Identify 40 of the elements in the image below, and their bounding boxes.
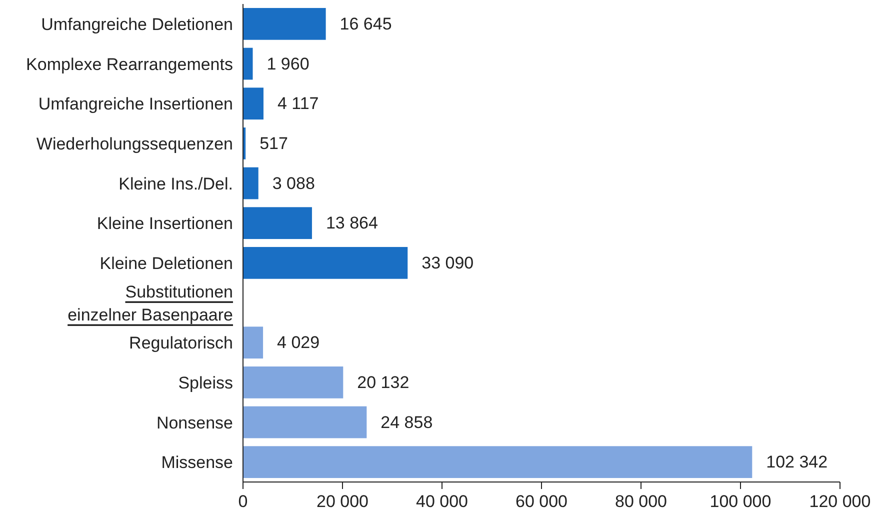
y-tick-label: Nonsense xyxy=(156,412,233,432)
data-label: 24 858 xyxy=(380,412,433,432)
bar xyxy=(243,207,312,240)
data-label: 4 117 xyxy=(277,94,319,114)
x-tick-label: 120 000 xyxy=(809,492,871,511)
bar xyxy=(243,48,253,80)
x-tick-label: 0 xyxy=(238,492,248,511)
data-label: 1 960 xyxy=(266,54,310,74)
y-tick-label: Komplexe Rearrangements xyxy=(26,54,233,74)
data-label: 102 342 xyxy=(766,452,828,472)
y-tick-label: Wiederholungssequenzen xyxy=(36,134,233,153)
bar xyxy=(243,406,367,438)
x-tick-label: 40 000 xyxy=(416,492,468,511)
bar xyxy=(243,246,408,279)
x-tick-label: 100 000 xyxy=(710,492,772,511)
y-tick-label: Spleiss xyxy=(178,372,233,392)
y-tick-label: Regulatorisch xyxy=(129,333,233,352)
bar xyxy=(243,88,264,120)
bar xyxy=(243,446,752,478)
data-label: 16 645 xyxy=(340,14,392,34)
x-tick-label: 60 000 xyxy=(516,492,568,511)
data-label: 4 029 xyxy=(277,333,320,352)
y-tick-label: Missense xyxy=(161,452,233,472)
y-tick-label: Umfangreiche Insertionen xyxy=(38,94,233,114)
bar xyxy=(243,326,264,359)
x-tick-label: 80 000 xyxy=(615,492,667,511)
data-label: 33 090 xyxy=(422,253,474,272)
y-tick-label: Kleine Deletionen xyxy=(100,253,233,272)
y-tick-label: Umfangreiche Deletionen xyxy=(41,14,233,34)
bar xyxy=(243,8,326,40)
data-label: 20 132 xyxy=(357,372,410,392)
data-label: 3 088 xyxy=(272,174,315,193)
bar xyxy=(243,366,344,398)
bar xyxy=(243,167,258,200)
data-label: 517 xyxy=(260,134,288,153)
y-tick-label: Kleine Ins./Del. xyxy=(118,174,233,193)
y-tick-label: Substitutionen einzelner Basenpaare xyxy=(68,282,233,324)
x-tick-label: 20 000 xyxy=(316,492,368,511)
y-tick-label: Kleine Insertionen xyxy=(96,214,233,233)
data-label: 13 864 xyxy=(326,214,378,233)
